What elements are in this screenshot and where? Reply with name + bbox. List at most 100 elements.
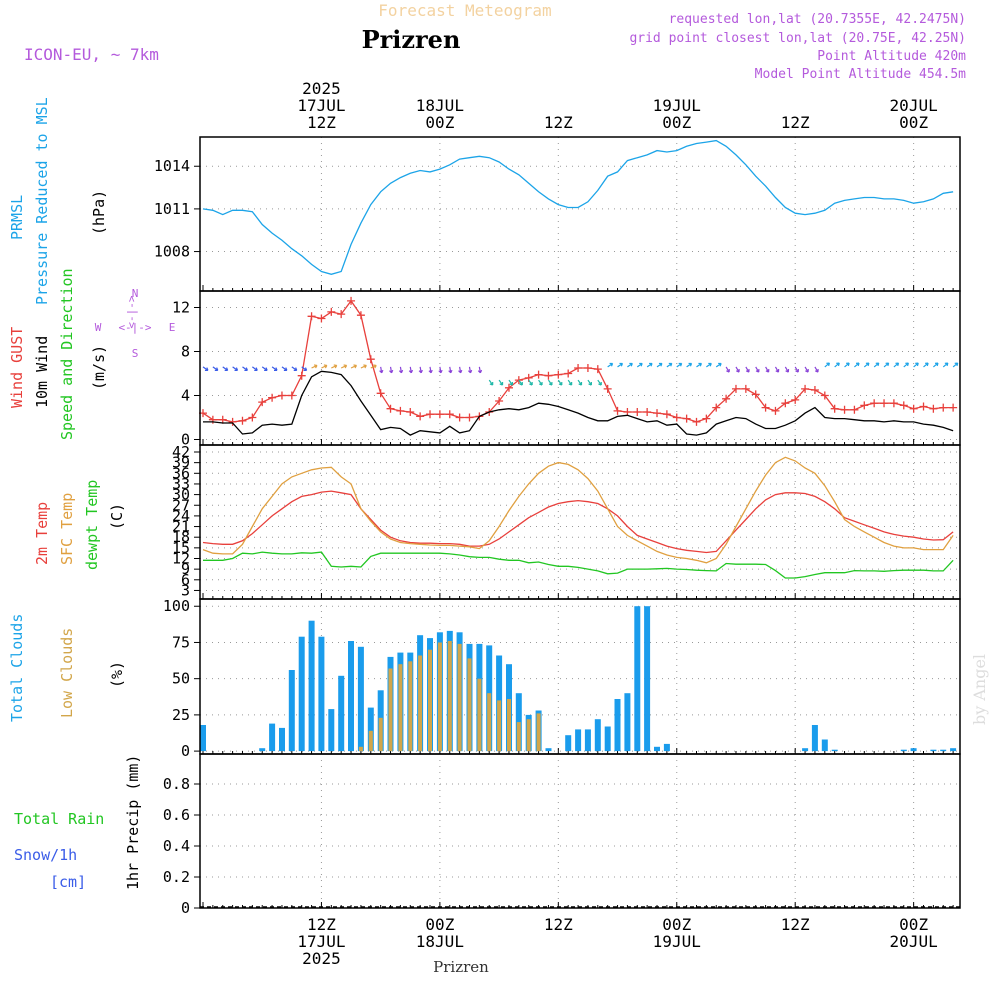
gust-point (820, 391, 829, 400)
bar-low-clouds (477, 678, 482, 752)
gust-point (277, 391, 286, 400)
gust-point (781, 399, 790, 408)
bar-total-clouds (594, 719, 601, 752)
gust-point (495, 397, 504, 405)
y-tick-label: 18 (172, 528, 190, 546)
bar-low-clouds (428, 649, 432, 752)
bar-total-clouds (545, 748, 552, 752)
wind-arrow-head (726, 369, 730, 373)
product-title: Forecast Meteogram (378, 1, 551, 20)
bar-low-clouds (526, 719, 531, 752)
wind-arrow-head (303, 367, 308, 371)
gust-point (228, 417, 237, 426)
wind-arrow-head (428, 369, 433, 374)
wind-arrow-head (736, 369, 740, 373)
gust-point (909, 404, 918, 413)
gust-point (327, 307, 336, 316)
y-tick-label: 0 (181, 431, 190, 449)
gust-point (347, 296, 356, 305)
y-tick-label: 0.6 (163, 806, 190, 824)
wind-arrow-head (468, 369, 473, 374)
gridpoint-coords: grid point closest lon,lat (20.75E, 42.2… (629, 31, 966, 46)
watermark: by Angel (970, 654, 989, 725)
bar-total-clouds (624, 693, 631, 752)
wind-arrow-head (438, 369, 443, 374)
y-tick-label: 0.2 (163, 868, 190, 886)
gust-point (376, 389, 385, 398)
wind-arrow-head (925, 362, 929, 367)
wind-arrow-head (323, 364, 328, 369)
time-label-top: 18JUL (416, 96, 464, 115)
bar-low-clouds (378, 717, 383, 752)
bar-total-clouds (644, 606, 651, 752)
gust-point (258, 398, 267, 407)
bar-total-clouds (348, 641, 354, 752)
y-tick-label: 100 (163, 597, 190, 615)
time-label-top: 00Z (899, 113, 928, 132)
label-wind-gust: Wind GUST (8, 327, 26, 408)
bar-total-clouds (802, 748, 809, 752)
y-tick-label: 0.8 (163, 775, 190, 793)
wind-arrow-head (875, 362, 880, 367)
bar-total-clouds (298, 636, 305, 752)
wind-arrow-head (588, 382, 592, 386)
label-10m-wind: 10m Wind (33, 336, 51, 408)
wind-arrow-head (775, 369, 780, 373)
bar-low-clouds (368, 730, 373, 752)
y-tick-label: 24 (172, 507, 190, 525)
bar-total-clouds (259, 748, 266, 752)
label-low-clouds: Low Clouds (58, 628, 76, 718)
y-tick-label: 50 (172, 670, 190, 688)
wind-arrow-head (558, 382, 563, 386)
gust-point (603, 384, 612, 393)
time-label-top: 12Z (544, 113, 573, 132)
wind-arrow-head (619, 362, 624, 367)
model-name: ICON-EU, ~ 7km (24, 45, 159, 64)
wind-arrow-head (539, 382, 543, 386)
wind-arrow-head (389, 369, 394, 374)
wind-arrow-head (519, 382, 523, 386)
wind-arrow-head (855, 362, 860, 367)
wind-arrow-head (458, 369, 463, 374)
wind-arrow-head (745, 369, 750, 373)
wind-arrow-head (755, 369, 760, 373)
gust-point (761, 403, 770, 412)
y-tick-label: 1014 (154, 157, 190, 175)
time-label-bottom: 18JUL (416, 932, 464, 951)
bar-total-clouds (930, 749, 937, 752)
bar-low-clouds (408, 661, 413, 752)
gust-point (712, 403, 721, 412)
time-label-top: 19JUL (653, 96, 701, 115)
y-tick-label: 0 (181, 899, 190, 917)
y-tick-label: 21 (172, 518, 190, 536)
series-line-prmsl (202, 139, 954, 275)
y-tick-label: 39 (172, 454, 190, 472)
wind-arrow-head (363, 364, 367, 369)
y-tick-label: 0 (181, 742, 190, 760)
compass-s: S (132, 347, 139, 360)
y-tick-label: 12 (172, 299, 190, 317)
bar-low-clouds (507, 699, 511, 752)
y-tick-label: 6 (181, 571, 190, 589)
bar-low-clouds (437, 642, 442, 752)
gust-point (702, 414, 711, 423)
gust-point (801, 384, 810, 393)
bar-total-clouds (279, 727, 285, 752)
gust-point (731, 384, 740, 393)
time-label-top: 20JUL (890, 96, 938, 115)
label-total-clouds: Total Clouds (8, 614, 26, 722)
gust-point (830, 404, 839, 413)
time-label-bottom: 12Z (307, 915, 336, 934)
wind-arrow-head (499, 382, 504, 386)
bar-total-clouds (200, 725, 206, 752)
time-label-bottom: 17JUL (297, 932, 345, 951)
requested-coords: requested lon,lat (20.7355E, 42.2475N) (669, 12, 966, 27)
wind-arrow-head (343, 364, 348, 369)
wind-arrow-head (373, 364, 377, 369)
wind-arrow-head (795, 369, 799, 373)
wind-arrow-head (609, 362, 614, 367)
panel-clouds: 0 25 50 75 100 (163, 597, 961, 760)
bar-total-clouds (821, 739, 828, 752)
label-percent: (%) (108, 661, 126, 688)
